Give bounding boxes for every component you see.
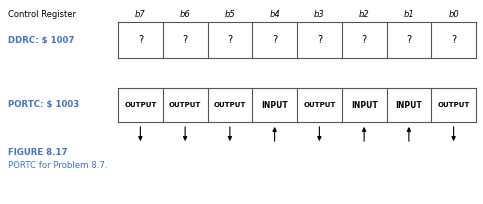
Text: DDRC: $ 1007: DDRC: $ 1007 xyxy=(8,35,74,44)
Text: b5: b5 xyxy=(225,10,235,19)
Text: ?: ? xyxy=(451,35,456,45)
Text: ?: ? xyxy=(272,35,277,45)
Text: b1: b1 xyxy=(403,10,414,19)
Text: b0: b0 xyxy=(448,10,459,19)
Text: b6: b6 xyxy=(180,10,190,19)
Text: ?: ? xyxy=(138,35,143,45)
Text: PORTC for Problem 8.7.: PORTC for Problem 8.7. xyxy=(8,161,108,170)
Text: b3: b3 xyxy=(314,10,325,19)
Text: ?: ? xyxy=(227,35,232,45)
Text: INPUT: INPUT xyxy=(396,101,422,110)
Text: OUTPUT: OUTPUT xyxy=(438,102,470,108)
Text: b7: b7 xyxy=(135,10,146,19)
Text: ?: ? xyxy=(406,35,412,45)
Text: b2: b2 xyxy=(359,10,369,19)
Text: Control Register: Control Register xyxy=(8,10,76,19)
Text: OUTPUT: OUTPUT xyxy=(124,102,156,108)
Text: INPUT: INPUT xyxy=(261,101,288,110)
Text: OUTPUT: OUTPUT xyxy=(303,102,336,108)
Text: PORTC: $ 1003: PORTC: $ 1003 xyxy=(8,101,79,110)
Text: FIGURE 8.17: FIGURE 8.17 xyxy=(8,148,68,157)
Text: ?: ? xyxy=(183,35,188,45)
Text: ?: ? xyxy=(362,35,367,45)
Text: ?: ? xyxy=(317,35,322,45)
Text: OUTPUT: OUTPUT xyxy=(213,102,246,108)
Text: OUTPUT: OUTPUT xyxy=(169,102,201,108)
Text: b4: b4 xyxy=(269,10,280,19)
Text: INPUT: INPUT xyxy=(351,101,378,110)
